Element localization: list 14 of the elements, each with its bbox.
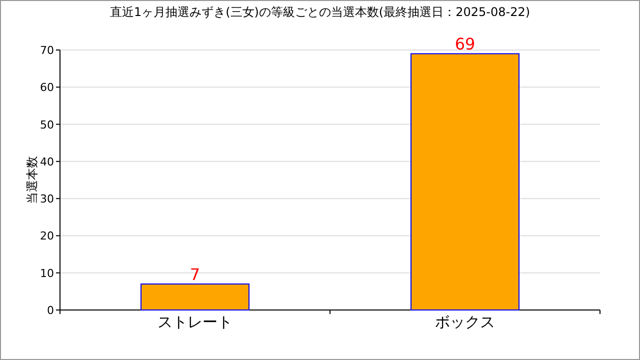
y-tick-label: 60: [40, 81, 54, 94]
data-label: 69: [454, 34, 476, 54]
y-tick-label: 70: [40, 44, 54, 57]
x-tick-label: ストレート: [158, 313, 232, 331]
chart-title: 直近1ヶ月抽選みずき(三女)の等級ごとの当選本数(最終抽選日：2025-08-22): [110, 5, 530, 19]
data-label: 7: [190, 265, 200, 284]
y-tick-label: 0: [47, 304, 54, 317]
y-axis-title: 当選本数: [25, 156, 39, 204]
y-tick-label: 30: [40, 192, 54, 206]
y-tick-label: 50: [40, 118, 54, 132]
y-tick-label: 20: [40, 230, 54, 243]
y-tick-label: 10: [40, 266, 54, 280]
y-tick-label: 40: [40, 155, 54, 168]
x-tick-label: ボックス: [435, 313, 495, 331]
